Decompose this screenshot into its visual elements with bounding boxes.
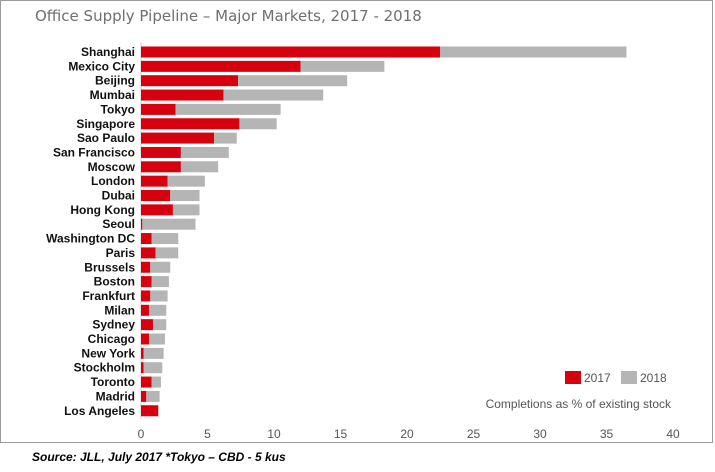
x-tick-label: 20 xyxy=(400,427,414,441)
category-label: Stockholm xyxy=(74,361,135,375)
bar-2018 xyxy=(440,46,627,58)
category-label: Chicago xyxy=(88,332,135,346)
bar-2018 xyxy=(155,247,179,259)
category-label: Singapore xyxy=(76,117,135,131)
bar-2017 xyxy=(141,319,153,331)
chart-note: Completions as % of existing stock xyxy=(486,397,672,411)
bar-2017 xyxy=(141,276,152,288)
bar-2018 xyxy=(148,333,165,345)
bar-2018 xyxy=(150,290,168,302)
category-label: Boston xyxy=(94,275,135,289)
category-label: San Francisco xyxy=(53,145,135,159)
bar-2017 xyxy=(141,60,301,72)
x-tick-label: 5 xyxy=(204,427,211,441)
category-label: Sao Paulo xyxy=(77,131,135,145)
category-label: Hong Kong xyxy=(70,203,135,217)
bar-2018 xyxy=(239,118,277,130)
bar-2017 xyxy=(141,132,215,144)
legend-swatch-2018 xyxy=(621,371,637,384)
bar-2017 xyxy=(141,261,151,273)
category-label: London xyxy=(91,174,135,188)
category-label: Shanghai xyxy=(81,45,135,59)
legend-swatch-2017 xyxy=(565,371,581,384)
category-label: Milan xyxy=(104,303,135,317)
category-label: Tokyo xyxy=(101,102,135,116)
bar-2017 xyxy=(141,204,173,216)
bar-2017 xyxy=(141,89,224,101)
x-tick-label: 0 xyxy=(138,427,145,441)
bar-2017 xyxy=(141,190,171,201)
bars-group xyxy=(141,46,627,417)
bar-2017 xyxy=(141,233,152,245)
x-tick-label: 40 xyxy=(666,427,680,441)
x-tick-label: 25 xyxy=(467,427,481,441)
bar-2018 xyxy=(151,233,179,245)
category-label: Moscow xyxy=(88,160,136,174)
bar-2018 xyxy=(214,132,237,144)
bar-2017 xyxy=(141,362,144,374)
bar-2018 xyxy=(151,276,169,288)
x-tick-label: 35 xyxy=(600,427,614,441)
category-label: Washington DC xyxy=(46,232,135,246)
bar-2017 xyxy=(141,75,239,87)
category-label: Brussels xyxy=(84,260,135,274)
bar-2018 xyxy=(175,103,281,115)
category-label: Beijing xyxy=(95,74,135,88)
bar-2018 xyxy=(150,261,171,273)
x-tick-label: 15 xyxy=(334,427,348,441)
chart-title: Office Supply Pipeline – Major Markets, … xyxy=(35,7,422,25)
bar-2017 xyxy=(141,175,168,187)
bar-2017 xyxy=(141,304,149,316)
category-label: Sydney xyxy=(92,318,135,332)
x-tick-label: 10 xyxy=(267,427,281,441)
legend-label-2017: 2017 xyxy=(584,371,611,385)
bar-2018 xyxy=(142,218,196,230)
x-tick-label: 30 xyxy=(533,427,547,441)
chart-frame xyxy=(0,0,713,443)
bar-2017 xyxy=(141,405,159,417)
bar-2018 xyxy=(146,390,160,402)
bar-2017 xyxy=(141,333,149,345)
bar-2017 xyxy=(141,146,181,158)
bar-2017 xyxy=(141,161,181,173)
bar-2018 xyxy=(152,319,167,331)
category-label: New York xyxy=(81,346,135,360)
bar-2017 xyxy=(141,118,240,130)
bar-2017 xyxy=(141,376,152,388)
bar-2017 xyxy=(141,390,147,402)
x-tick-labels: 0 5 10 15 20 25 30 35 40 xyxy=(138,427,680,441)
bar-2018 xyxy=(143,362,163,374)
category-label: Seoul xyxy=(102,217,135,231)
category-label: Madrid xyxy=(96,389,135,403)
legend: 2017 2018 Completions as % of existing sto… xyxy=(486,371,672,411)
bar-2017 xyxy=(141,247,156,259)
bar-2018 xyxy=(143,347,164,359)
category-label: Mumbai xyxy=(90,88,135,102)
category-label: Paris xyxy=(106,246,136,260)
bar-2017 xyxy=(141,103,176,115)
bar-2018 xyxy=(300,60,385,72)
bar-2018 xyxy=(238,75,348,87)
bar-2018 xyxy=(172,204,200,216)
category-label: Mexico City xyxy=(68,59,135,73)
bar-2018 xyxy=(151,376,161,388)
category-label: Dubai xyxy=(102,189,135,203)
bar-2018 xyxy=(223,89,324,101)
category-label: Frankfurt xyxy=(82,289,135,303)
category-label: Los Angeles xyxy=(64,404,135,418)
bar-2018 xyxy=(170,190,200,201)
bar-2018 xyxy=(180,146,229,158)
bar-2018 xyxy=(180,161,219,173)
source-note: Source: JLL, July 2017 *Tokyo – CBD - 5 … xyxy=(32,450,286,464)
bar-2018 xyxy=(167,175,205,187)
legend-label-2018: 2018 xyxy=(640,371,667,385)
bar-2017 xyxy=(141,290,151,302)
bar-2017 xyxy=(141,46,441,58)
bar-2017 xyxy=(141,347,144,359)
category-label: Toronto xyxy=(91,375,135,389)
bar-2018 xyxy=(148,304,167,316)
bar-2017 xyxy=(141,218,143,230)
